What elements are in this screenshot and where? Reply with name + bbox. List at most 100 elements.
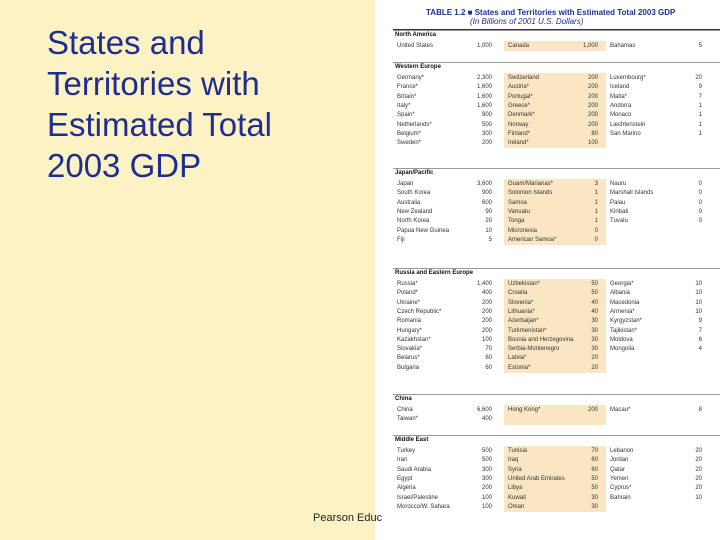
state-name: Kiribati	[610, 208, 629, 215]
state-name: Solomon Islands	[508, 190, 553, 197]
state-name: Latvia*	[508, 355, 527, 362]
table-header: TABLE 1.2 ■ States and Territories with …	[426, 8, 675, 26]
gdp-value: 20	[695, 75, 702, 81]
table-top-rule	[393, 29, 720, 30]
state-name: Germany*	[397, 75, 425, 81]
gdp-value: 9	[698, 84, 702, 91]
gdp-value: 400	[481, 416, 492, 423]
gdp-value: 90	[485, 208, 492, 215]
gdp-value: 200	[587, 75, 598, 81]
state-name: Britain*	[397, 93, 417, 100]
gdp-value: 500	[481, 121, 492, 128]
state-name: Austria*	[508, 84, 530, 91]
gdp-value: 50	[591, 281, 598, 287]
gdp-value: 100	[481, 503, 492, 510]
gdp-value: 1,400	[476, 281, 492, 287]
state-name: Egypt	[397, 475, 413, 482]
gdp-value: 10	[695, 299, 702, 306]
gdp-value: 30	[591, 327, 598, 334]
state-name: Mongolia	[610, 346, 635, 353]
state-name: Lithuania*	[508, 308, 535, 315]
gdp-value: 500	[481, 448, 492, 454]
region-title: Middle East	[395, 437, 429, 443]
state-name: Ireland*	[508, 140, 529, 147]
gdp-value: 200	[481, 327, 492, 334]
gdp-value: 0	[594, 227, 598, 234]
state-name: Cyprus*	[610, 485, 632, 492]
middle-column-shade	[504, 179, 606, 246]
gdp-value: 1	[594, 199, 598, 206]
state-name: Slovenia*	[508, 299, 534, 306]
gdp-value: 0	[698, 199, 702, 206]
state-name: Romania	[397, 318, 422, 325]
state-name: Algeria	[397, 485, 416, 492]
gdp-value: 50	[591, 290, 598, 297]
gdp-value: 100	[481, 494, 492, 501]
state-name: Israel/Palestine	[397, 494, 439, 501]
state-name: Japan	[397, 181, 414, 187]
gdp-value: 1,600	[476, 84, 492, 91]
state-name: Hungary*	[397, 327, 423, 334]
state-name: Tunisia	[508, 448, 528, 454]
gdp-value: 60	[591, 466, 598, 473]
gdp-value: 1	[698, 102, 702, 109]
gdp-value: 100	[587, 140, 598, 147]
gdp-value: 200	[587, 84, 598, 91]
state-name: Bahrain	[610, 494, 631, 501]
state-name: San Marino	[610, 130, 641, 137]
state-name: Belgium*	[397, 130, 422, 137]
state-name: Monaco	[610, 112, 632, 119]
gdp-table: TABLE 1.2 ■ States and Territories with …	[375, 0, 720, 540]
gdp-value: 30	[591, 336, 598, 343]
gdp-value: 30	[591, 346, 598, 353]
state-name: New Zealand	[397, 208, 433, 215]
gdp-value: 1	[594, 208, 598, 215]
state-name: Russia*	[397, 281, 418, 287]
state-name: Tajikistan*	[610, 327, 638, 334]
gdp-value: 1,000	[476, 43, 492, 49]
gdp-value: 1	[594, 218, 598, 225]
region-title: Japan/Pacific	[395, 170, 434, 176]
gdp-value: 200	[587, 102, 598, 109]
state-name: Bulgaria	[397, 364, 420, 371]
state-name: Kyrgyzstan*	[610, 318, 643, 325]
gdp-value: 10	[695, 290, 702, 297]
state-name: Marshall Islands	[610, 190, 654, 197]
gdp-value: 1	[698, 112, 702, 119]
state-name: Slovakia*	[397, 346, 423, 353]
middle-column-shade	[504, 446, 606, 513]
gdp-value: 60	[591, 457, 598, 464]
state-name: Saudi Arabia	[397, 466, 432, 473]
state-name: Qatar	[610, 466, 626, 473]
gdp-value: 70	[591, 448, 598, 454]
state-name: Spain*	[397, 112, 415, 119]
middle-column-shade	[504, 73, 606, 149]
gdp-value: 200	[481, 318, 492, 325]
state-name: Turkmenistan*	[508, 327, 547, 334]
footer-text: Pearson Educ	[313, 512, 383, 524]
gdp-value: 200	[481, 485, 492, 492]
gdp-value: 20	[591, 364, 598, 371]
state-name: Norway	[508, 121, 529, 128]
state-name: Fiji	[397, 236, 405, 243]
state-name: Bahamas	[610, 43, 636, 49]
state-name: Taiwan*	[397, 416, 419, 423]
state-name: Luxembourg*	[610, 75, 646, 81]
state-name: Libya	[508, 485, 523, 492]
region-divider	[393, 168, 720, 169]
gdp-value: 1	[594, 190, 598, 197]
gdp-value: 4	[698, 346, 702, 353]
gdp-value: 30	[591, 318, 598, 325]
gdp-value: 3,600	[476, 181, 492, 187]
state-name: Netherlands*	[397, 121, 432, 128]
state-name: Micronesia	[508, 227, 538, 234]
state-name: Belarus*	[397, 355, 420, 362]
state-name: Syria	[508, 466, 522, 473]
state-name: Serbia-Montenegro	[508, 346, 560, 353]
state-name: Macau*	[610, 407, 631, 413]
gdp-value: 300	[481, 466, 492, 473]
region-divider	[393, 62, 720, 63]
state-name: Liechtenstein	[610, 121, 646, 128]
state-name: Andorra	[610, 102, 632, 109]
gdp-value: 1,600	[476, 93, 492, 100]
